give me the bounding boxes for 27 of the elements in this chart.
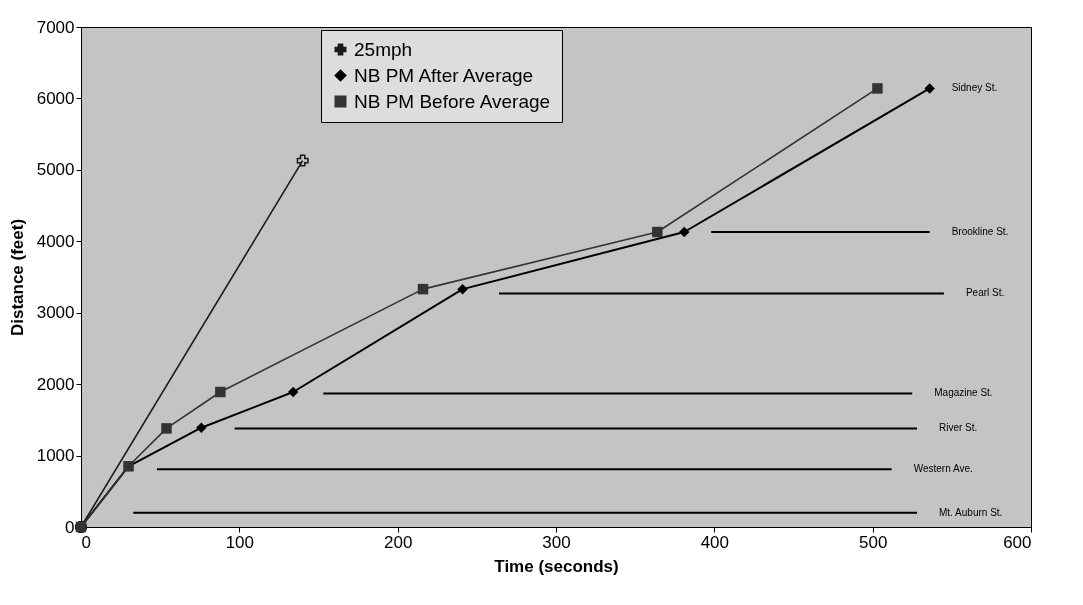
x-tick-label: 300 bbox=[542, 532, 571, 552]
legend-label: 25mph bbox=[354, 38, 413, 60]
y-tick-label: 0 bbox=[65, 517, 75, 537]
text: Mt. Auburn St. bbox=[939, 506, 1003, 518]
y-tick-label: 1000 bbox=[36, 446, 75, 466]
x-tick-label: 400 bbox=[700, 532, 730, 552]
x-tick-label: 200 bbox=[383, 532, 413, 552]
x-tick-label: 0 bbox=[81, 532, 91, 552]
y-tick-label: 5000 bbox=[36, 160, 75, 180]
x-tick-label: 600 bbox=[1003, 532, 1032, 552]
text: Brookline St. bbox=[951, 226, 1009, 237]
x-tick-label: 100 bbox=[225, 532, 255, 552]
legend-label: NB PM Before Average bbox=[354, 90, 551, 112]
y-tick-label: 3000 bbox=[36, 303, 75, 323]
text: Magazine St. bbox=[934, 387, 993, 399]
legend-label: NB PM After Average bbox=[354, 64, 534, 86]
y-axis-title: Distance (feet) bbox=[7, 218, 27, 337]
y-tick-label: 6000 bbox=[36, 88, 75, 108]
annotation: Sidney St. bbox=[951, 82, 998, 94]
text: Pearl St. bbox=[965, 287, 1005, 299]
text: Western Ave. bbox=[913, 463, 973, 475]
x-axis-title: Time (seconds) bbox=[494, 556, 619, 576]
y-tick-label: 2000 bbox=[36, 374, 75, 394]
y-tick-label: 7000 bbox=[36, 17, 75, 37]
text: River St. bbox=[939, 422, 978, 434]
x-tick-label: 500 bbox=[858, 532, 888, 552]
y-tick-label: 4000 bbox=[36, 231, 75, 251]
